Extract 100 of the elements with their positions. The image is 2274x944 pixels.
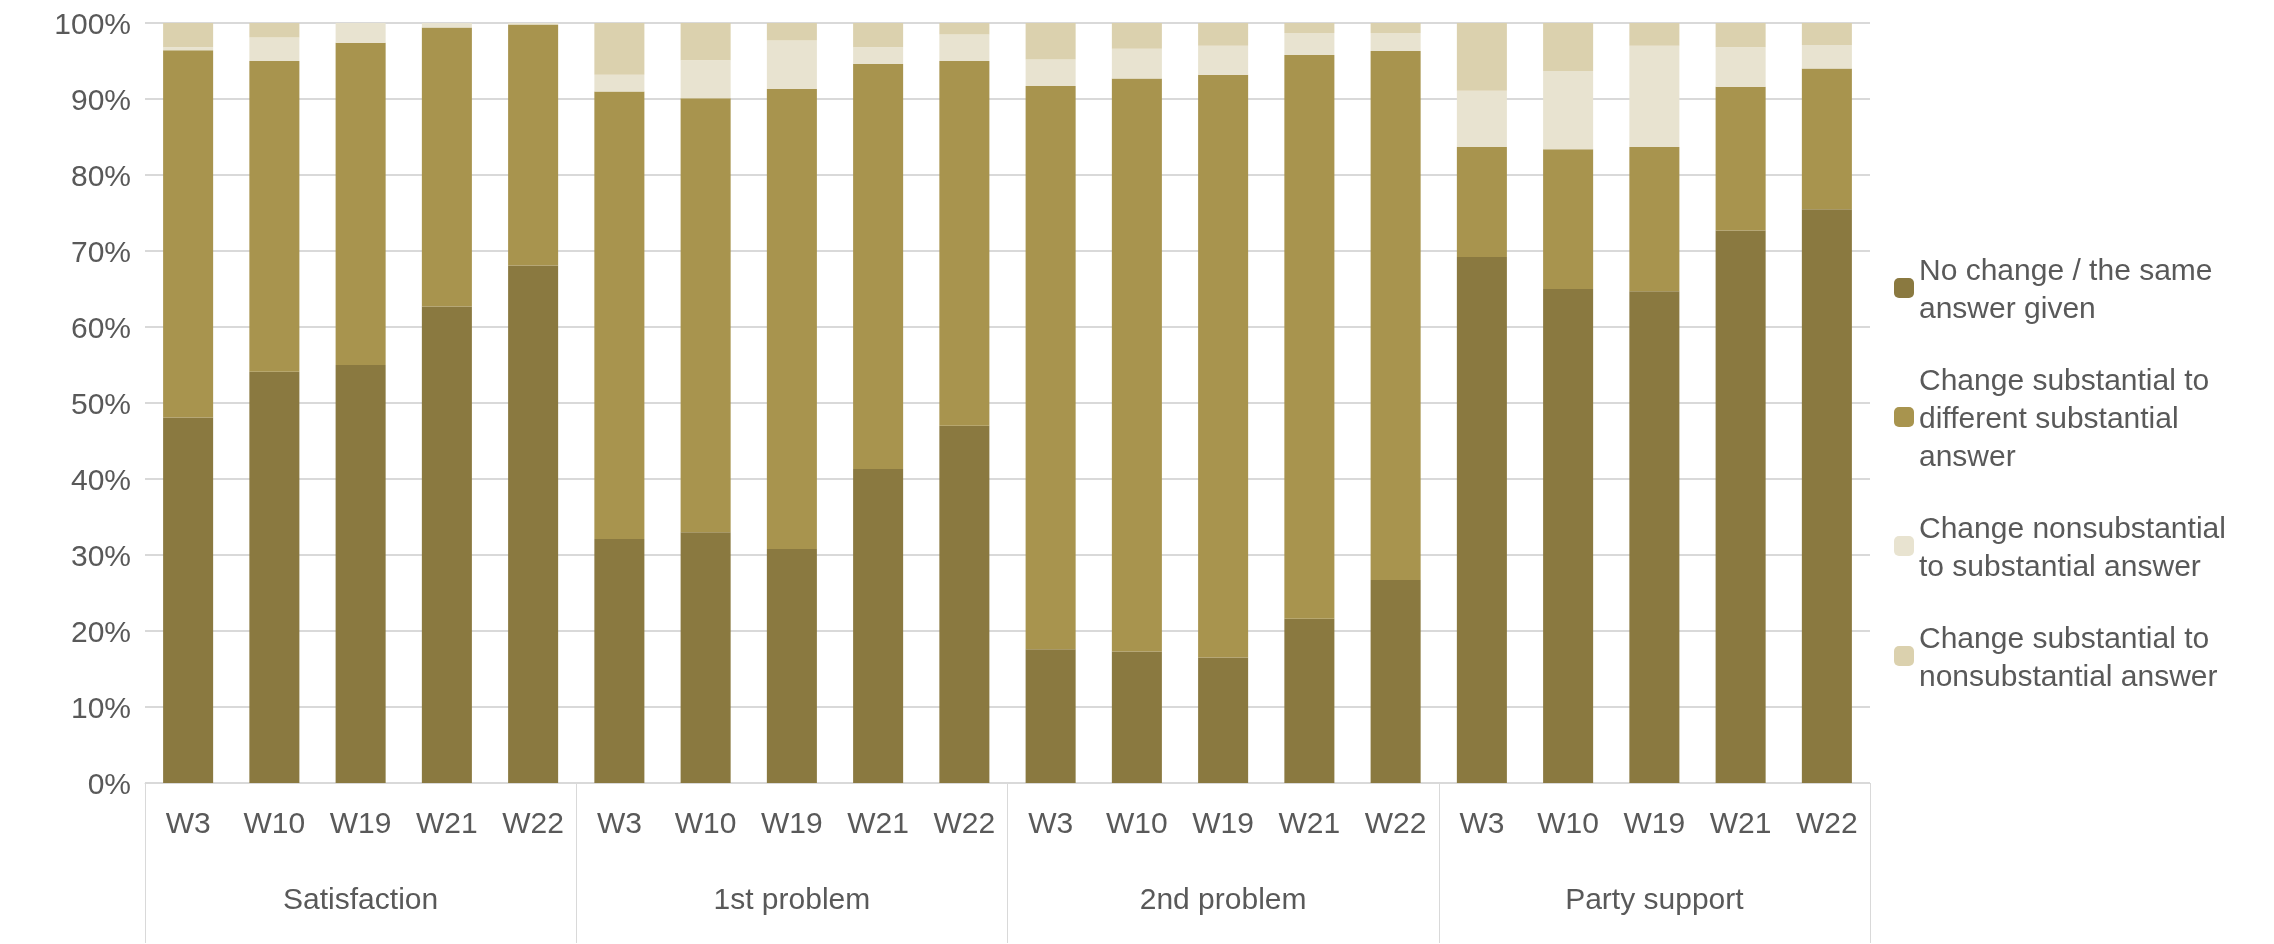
y-tick-label: 100% [54, 6, 131, 40]
x-tick-label: W19 [761, 805, 823, 839]
x-tick-label: W22 [1796, 805, 1858, 839]
bar [1543, 149, 1594, 289]
x-tick-label: W3 [1459, 805, 1505, 839]
x-tick-label: W19 [1623, 805, 1686, 839]
legend-label: Change substantial to nonsubstantial answer [1919, 620, 2218, 692]
text: 2nd problem [1139, 881, 1307, 915]
bar [1543, 70, 1594, 150]
bar [766, 23, 817, 41]
bar [1198, 74, 1249, 658]
bar [1801, 23, 1852, 46]
bar [1715, 23, 1766, 48]
bar [1284, 618, 1335, 783]
y-tick-label: 0% [87, 766, 131, 800]
bar [1715, 47, 1766, 87]
bar [1456, 257, 1507, 783]
bar [594, 74, 645, 92]
bar [249, 37, 300, 61]
bar [163, 47, 214, 51]
text: 1st problem [713, 881, 871, 915]
bar [1629, 291, 1680, 783]
x-tick-label: W21 [1278, 805, 1341, 839]
bar [163, 23, 214, 48]
bar [421, 27, 472, 307]
bar [1198, 45, 1249, 75]
bar [1025, 59, 1076, 87]
x-tick-label: W10 [1537, 805, 1599, 839]
y-tick-label: 10% [70, 690, 131, 724]
x-tick-label: W22 [1364, 805, 1427, 839]
bar [853, 47, 904, 65]
bar [680, 23, 731, 61]
bar [335, 23, 386, 43]
x-tick-label: W10 [1106, 805, 1168, 839]
bar [508, 24, 559, 266]
bar [1629, 146, 1680, 292]
bar [766, 89, 817, 549]
y-tick-label: 80% [70, 158, 131, 192]
y-tick-label: 30% [70, 538, 131, 572]
y-tick-label: 90% [70, 82, 131, 116]
bar [853, 23, 904, 48]
y-tick-label: 50% [70, 386, 131, 420]
bar [1370, 51, 1421, 581]
bar [163, 417, 214, 783]
text: Party support [1565, 881, 1745, 915]
bar [680, 60, 731, 99]
x-tick-label: W19 [329, 805, 392, 839]
bar [1025, 23, 1076, 60]
bar [1284, 54, 1335, 619]
y-tick-label: 70% [70, 234, 131, 268]
bar [1284, 23, 1335, 33]
x-tick-label: W22 [933, 805, 996, 839]
text: Satisfaction [283, 881, 439, 915]
bar [335, 42, 386, 365]
bar [1543, 23, 1594, 71]
bar [594, 23, 645, 75]
bar [421, 306, 472, 783]
bar [1543, 289, 1594, 783]
bar [1629, 23, 1680, 46]
bar [1801, 209, 1852, 783]
x-tick-label: W21 [1709, 805, 1772, 839]
bar [1370, 23, 1421, 33]
bar [939, 34, 990, 61]
bar [853, 64, 904, 470]
bar [1801, 68, 1852, 210]
bar [853, 469, 904, 783]
y-tick-label: 60% [70, 310, 131, 344]
x-tick-label: W3 [596, 805, 642, 839]
x-tick-label: W3 [1028, 805, 1074, 839]
bar [1370, 32, 1421, 52]
bar [1284, 32, 1335, 55]
legend-label: Change nonsubstantial to substantial answer [1919, 510, 2235, 582]
bar [335, 365, 386, 783]
x-tick-label: W10 [674, 805, 737, 839]
legend-label: No change / the same answer given [1919, 252, 2221, 324]
bar [1111, 23, 1162, 49]
bar [163, 50, 214, 418]
x-tick-label: W10 [243, 805, 306, 839]
bar [421, 23, 472, 28]
bar [249, 23, 300, 38]
bar [1025, 86, 1076, 650]
bar [1456, 90, 1507, 147]
y-tick-label: 40% [70, 462, 131, 496]
x-tick-label: W3 [165, 805, 211, 839]
bar [766, 40, 817, 90]
bar [1715, 86, 1766, 231]
bar [1801, 45, 1852, 69]
bar [594, 539, 645, 783]
bar [1370, 580, 1421, 783]
bar [1025, 649, 1076, 783]
bar [1198, 23, 1249, 46]
bar [1456, 146, 1507, 258]
legend-label: Change substantial to different substantial answer [1919, 362, 2218, 472]
bar [1629, 45, 1680, 147]
bar [939, 23, 990, 35]
bar [939, 425, 990, 783]
y-tick-label: 20% [70, 614, 131, 648]
bar [939, 61, 990, 426]
bar [1111, 651, 1162, 783]
bar [766, 548, 817, 783]
